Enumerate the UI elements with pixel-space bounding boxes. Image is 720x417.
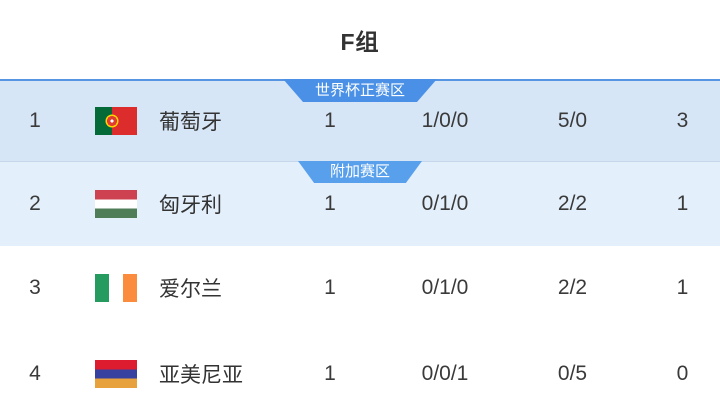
rank-cell: 2 bbox=[29, 192, 41, 215]
win-draw-loss-cell: 0/1/0 bbox=[421, 276, 469, 299]
team-name: 爱尔兰 bbox=[159, 278, 222, 301]
team-name: 匈牙利 bbox=[159, 194, 222, 217]
team-cell: 亚美尼亚 bbox=[70, 359, 270, 389]
team-cell: 匈牙利 bbox=[70, 189, 270, 219]
table-row-hungary[interactable]: 附加赛区 2 匈牙利 1 0/1/0 2/2 1 bbox=[0, 161, 720, 246]
table-row-portugal[interactable]: 世界杯正赛区 1 葡萄牙 1 1/0/0 5/0 3 bbox=[0, 79, 720, 161]
rank-cell: 4 bbox=[29, 361, 41, 385]
playoff-zone-badge: 附加赛区 bbox=[297, 161, 423, 183]
goals-cell: 2/2 bbox=[557, 276, 588, 299]
points-cell: 1 bbox=[676, 192, 689, 215]
team-cell: 葡萄牙 bbox=[70, 106, 270, 136]
played-cell: 1 bbox=[324, 361, 336, 385]
team-cell: 爱尔兰 bbox=[70, 273, 270, 303]
points-cell: 1 bbox=[676, 276, 689, 299]
played-cell: 1 bbox=[324, 109, 336, 132]
goals-cell: 5/0 bbox=[557, 109, 588, 132]
rank-cell: 1 bbox=[29, 109, 41, 132]
worldcup-zone-badge: 世界杯正赛区 bbox=[282, 79, 438, 102]
table-row-ireland[interactable]: 3 爱尔兰 1 0/1/0 2/2 1 bbox=[0, 246, 720, 330]
team-name: 葡萄牙 bbox=[159, 111, 222, 134]
win-draw-loss-cell: 0/0/1 bbox=[421, 361, 469, 385]
played-cell: 1 bbox=[324, 276, 336, 299]
group-title: F组 bbox=[340, 28, 380, 55]
armenia-flag-icon bbox=[95, 359, 137, 388]
goals-cell: 0/5 bbox=[557, 361, 588, 385]
win-draw-loss-cell: 1/0/0 bbox=[421, 109, 469, 132]
rank-cell: 3 bbox=[29, 276, 41, 299]
team-name: 亚美尼亚 bbox=[159, 363, 243, 387]
goals-cell: 2/2 bbox=[557, 192, 588, 215]
win-draw-loss-cell: 0/1/0 bbox=[421, 192, 469, 215]
ireland-flag-icon bbox=[95, 274, 137, 302]
group-header: F组 bbox=[0, 0, 720, 79]
portugal-flag-icon bbox=[95, 107, 137, 135]
table-row-armenia[interactable]: 4 亚美尼亚 1 0/0/1 0/5 0 bbox=[0, 330, 720, 417]
points-cell: 3 bbox=[676, 109, 689, 132]
hungary-flag-icon bbox=[95, 190, 137, 218]
points-cell: 0 bbox=[676, 361, 689, 385]
played-cell: 1 bbox=[324, 192, 336, 215]
